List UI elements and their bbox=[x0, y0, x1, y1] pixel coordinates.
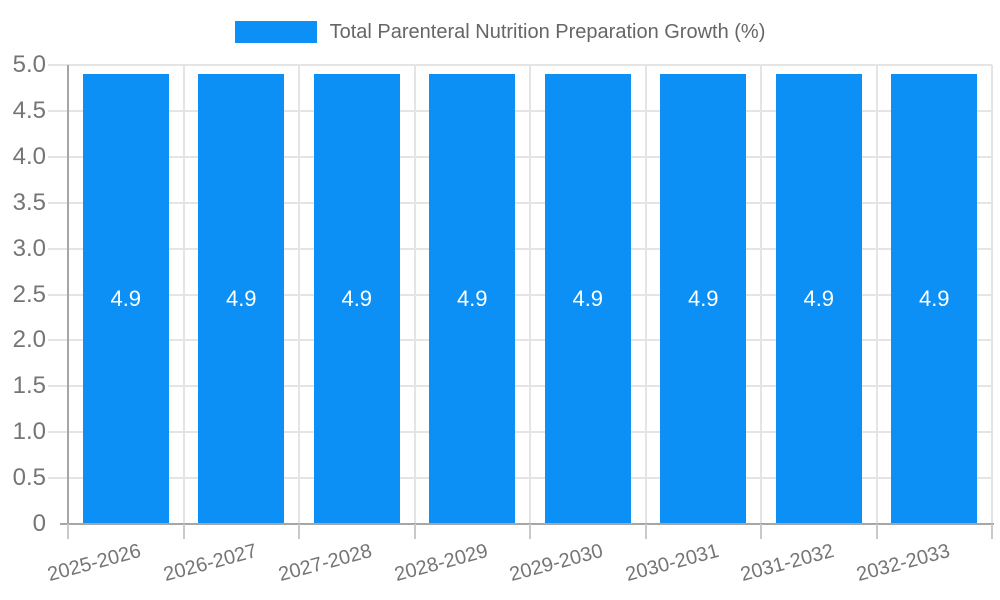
x-tick-label: 2028-2029 bbox=[391, 540, 490, 587]
y-tick-label: 3.0 bbox=[12, 234, 46, 262]
bar-value-label: 4.9 bbox=[918, 286, 950, 312]
gridline-vertical bbox=[875, 65, 878, 524]
gridline-vertical bbox=[182, 65, 185, 524]
x-tick-label: 2031-2032 bbox=[738, 540, 837, 587]
y-tick-label: 4.5 bbox=[12, 96, 46, 124]
y-tick-label: 4.0 bbox=[12, 142, 46, 170]
y-tick-label: 5.0 bbox=[12, 51, 46, 78]
bar-value-label: 4.9 bbox=[572, 286, 604, 312]
x-axis-tick bbox=[67, 524, 69, 539]
bar[interactable]: 4.9 bbox=[891, 74, 978, 524]
x-axis-tick bbox=[529, 524, 531, 539]
bar[interactable]: 4.9 bbox=[660, 74, 747, 524]
gridline-vertical bbox=[413, 65, 416, 524]
bar[interactable]: 4.9 bbox=[198, 74, 285, 524]
y-tick-label: 1.5 bbox=[12, 372, 46, 400]
gridline-horizontal bbox=[48, 201, 992, 204]
gridline-vertical bbox=[529, 65, 531, 524]
gridline-horizontal bbox=[48, 293, 992, 296]
gridline-horizontal bbox=[48, 64, 992, 66]
bar[interactable]: 4.9 bbox=[775, 74, 862, 524]
y-tick-label: 2.0 bbox=[12, 326, 46, 354]
x-axis-tick bbox=[875, 524, 878, 539]
y-tick-label: 0 bbox=[32, 510, 46, 537]
y-tick-label: 3.5 bbox=[12, 188, 46, 216]
gridline-vertical bbox=[760, 65, 762, 524]
bar-value-label: 4.9 bbox=[225, 286, 257, 312]
gridline-horizontal bbox=[48, 385, 992, 388]
x-tick-label: 2026-2027 bbox=[160, 540, 259, 587]
gridline-horizontal bbox=[48, 477, 992, 480]
gridline-horizontal bbox=[48, 339, 992, 342]
bar[interactable]: 4.9 bbox=[544, 74, 631, 524]
x-tick-label: 2032-2033 bbox=[853, 540, 952, 587]
legend-swatch-icon bbox=[234, 21, 317, 43]
bar-value-label: 4.9 bbox=[456, 286, 488, 312]
x-axis-line bbox=[60, 523, 994, 525]
gridline-horizontal bbox=[48, 431, 992, 434]
chart-legend[interactable]: Total Parenteral Nutrition Preparation G… bbox=[0, 18, 1000, 46]
plot-area: 4.9 4.9 4.9 4.9 4.9 4.9 4.9 4.9 0 0.5 1.0 1.5 2.0 2.… bbox=[13, 51, 994, 586]
y-tick-label: 1.0 bbox=[12, 418, 46, 446]
y-axis-line bbox=[67, 65, 69, 539]
gridline-horizontal bbox=[48, 247, 992, 250]
x-axis-tick bbox=[413, 524, 416, 539]
x-axis-tick bbox=[644, 524, 647, 539]
x-axis-tick bbox=[298, 524, 300, 539]
gridline-vertical bbox=[298, 65, 300, 524]
gridline-vertical bbox=[644, 65, 647, 524]
bar-value-label: 4.9 bbox=[341, 286, 373, 312]
bar-value-label: 4.9 bbox=[687, 286, 719, 312]
bar[interactable]: 4.9 bbox=[429, 74, 516, 524]
x-tick-label: 2027-2028 bbox=[276, 540, 375, 587]
bar[interactable]: 4.9 bbox=[82, 74, 169, 524]
x-axis-tick bbox=[760, 524, 762, 539]
gridline-horizontal bbox=[48, 109, 992, 112]
bar-value-label: 4.9 bbox=[110, 286, 142, 312]
y-tick-label: 0.5 bbox=[12, 464, 46, 492]
x-tick-label: 2025-2026 bbox=[45, 540, 144, 587]
bar[interactable]: 4.9 bbox=[313, 74, 400, 524]
y-tick-label: 2.5 bbox=[12, 280, 46, 308]
x-axis-tick bbox=[991, 524, 993, 539]
x-axis-tick bbox=[182, 524, 185, 539]
gridline-horizontal bbox=[48, 155, 992, 158]
bar-value-label: 4.9 bbox=[803, 286, 835, 312]
x-tick-label: 2029-2030 bbox=[507, 540, 606, 587]
gridline-vertical bbox=[991, 65, 993, 524]
legend-label: Total Parenteral Nutrition Preparation G… bbox=[329, 20, 766, 43]
x-tick-label: 2030-2031 bbox=[622, 540, 721, 587]
